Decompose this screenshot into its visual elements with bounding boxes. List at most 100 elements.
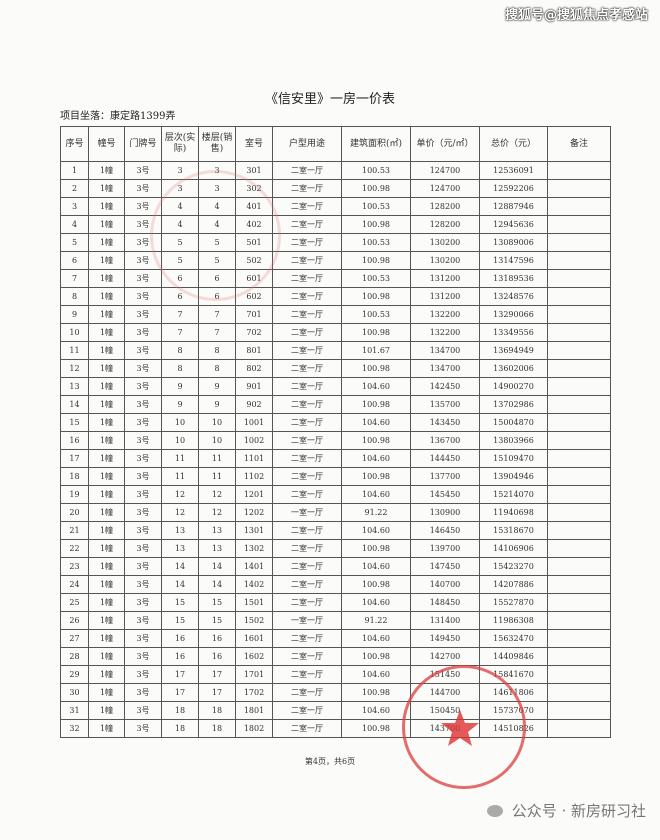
- table-cell: 17: [161, 665, 199, 684]
- table-cell: 1002: [235, 431, 273, 450]
- table-cell: 1202: [235, 503, 273, 522]
- table-row: 19 1幢 3号 12 12 1201 二室一厅 104.60 145450 15214070: [60, 485, 611, 504]
- table-cell: 32: [60, 719, 89, 738]
- table-cell: 二室一厅: [272, 593, 342, 612]
- table-cell: 18: [161, 719, 199, 738]
- table-cell: 12536091: [479, 161, 548, 180]
- table-cell: 12945636: [479, 215, 548, 234]
- table-cell: 12: [198, 503, 236, 522]
- table-cell: 131400: [410, 611, 480, 630]
- table-cell: 1: [60, 161, 89, 180]
- table-cell: 100.53: [341, 197, 411, 216]
- table-cell: 1001: [235, 413, 273, 432]
- table-cell: 3号: [124, 683, 162, 702]
- table-cell: 14611806: [479, 683, 548, 702]
- table-cell: 104.60: [341, 629, 411, 648]
- table-cell: 13089006: [479, 233, 548, 252]
- table-cell: 1幢: [88, 557, 125, 576]
- table-cell: 二室一厅: [272, 485, 342, 504]
- table-cell: 100.98: [341, 251, 411, 270]
- table-cell: 3号: [124, 359, 162, 378]
- table-cell: 1幢: [88, 719, 125, 738]
- table-cell: 100.98: [341, 395, 411, 414]
- table-cell: [547, 557, 611, 576]
- table-cell: 91.22: [341, 503, 411, 522]
- table-cell: 14409846: [479, 647, 548, 666]
- table-cell: [547, 269, 611, 288]
- table-cell: [547, 593, 611, 612]
- table-cell: 131200: [410, 269, 480, 288]
- table-cell: 104.60: [341, 521, 411, 540]
- table-cell: 19: [60, 485, 89, 504]
- table-cell: 二室一厅: [272, 251, 342, 270]
- table-cell: 3号: [124, 269, 162, 288]
- table-cell: 9: [198, 377, 236, 396]
- table-cell: 二室一厅: [272, 701, 342, 720]
- table-cell: 901: [235, 377, 273, 396]
- table-cell: 3号: [124, 413, 162, 432]
- table-cell: 147450: [410, 557, 480, 576]
- table-cell: 104.60: [341, 413, 411, 432]
- table-cell: 二室一厅: [272, 179, 342, 198]
- table-cell: 二室一厅: [272, 377, 342, 396]
- table-cell: 8: [161, 359, 199, 378]
- table-cell: 二室一厅: [272, 557, 342, 576]
- table-row: 5 1幢 3号 5 5 501 二室一厅 100.53 130200 13089006: [60, 233, 611, 252]
- column-header: 序号: [60, 126, 89, 162]
- table-cell: 104.60: [341, 449, 411, 468]
- column-header: 门牌号: [124, 126, 162, 162]
- table-cell: 25: [60, 593, 89, 612]
- table-cell: [547, 521, 611, 540]
- table-cell: 20: [60, 503, 89, 522]
- table-cell: [547, 431, 611, 450]
- table-cell: 3号: [124, 593, 162, 612]
- table-cell: 128200: [410, 197, 480, 216]
- table-cell: 501: [235, 233, 273, 252]
- table-cell: 1幢: [88, 341, 125, 360]
- table-cell: 140700: [410, 575, 480, 594]
- table-cell: 502: [235, 251, 273, 270]
- table-cell: 15: [161, 593, 199, 612]
- table-cell: 151450: [410, 665, 480, 684]
- table-cell: 12: [198, 485, 236, 504]
- table-cell: 15: [161, 611, 199, 630]
- table-row: 18 1幢 3号 11 11 1102 二室一厅 100.98 137700 13904946: [60, 467, 611, 486]
- table-cell: 1幢: [88, 161, 125, 180]
- table-cell: 100.98: [341, 431, 411, 450]
- table-cell: 二室一厅: [272, 233, 342, 252]
- table-cell: 1幢: [88, 683, 125, 702]
- table-cell: 3号: [124, 647, 162, 666]
- table-row: 32 1幢 3号 18 18 1802 二室一厅 100.98 143700 14510826: [60, 719, 611, 738]
- table-row: 1 1幢 3号 3 3 301 二室一厅 100.53 124700 12536091: [60, 161, 611, 180]
- table-cell: [547, 611, 611, 630]
- table-cell: 4: [161, 197, 199, 216]
- column-header: 层次(实际): [161, 126, 199, 162]
- table-cell: [547, 701, 611, 720]
- table-cell: 14: [198, 575, 236, 594]
- column-header: 室号: [235, 126, 273, 162]
- table-cell: 144700: [410, 683, 480, 702]
- table-cell: 1幢: [88, 215, 125, 234]
- table-row: 29 1幢 3号 17 17 1701 二室一厅 104.60 151450 15841670: [60, 665, 611, 684]
- table-cell: [547, 215, 611, 234]
- table-cell: 18: [60, 467, 89, 486]
- table-cell: 16: [198, 647, 236, 666]
- table-cell: 130200: [410, 251, 480, 270]
- table-cell: 4: [60, 215, 89, 234]
- table-cell: 1幢: [88, 593, 125, 612]
- price-table: 序号 幢号 门牌号 层次(实际) 楼层(销售) 室号 户型用途 建筑面积(㎡) 单价（元/㎡）总…: [60, 126, 611, 738]
- table-cell: 801: [235, 341, 273, 360]
- table-cell: 3号: [124, 395, 162, 414]
- table-cell: 142450: [410, 377, 480, 396]
- table-row: 13 1幢 3号 9 9 901 二室一厅 104.60 142450 14900270: [60, 377, 611, 396]
- table-row: 3 1幢 3号 4 4 401 二室一厅 100.53 128200 12887946: [60, 197, 611, 216]
- table-cell: 6: [161, 269, 199, 288]
- table-cell: 128200: [410, 215, 480, 234]
- table-cell: 1幢: [88, 413, 125, 432]
- table-cell: 1幢: [88, 323, 125, 342]
- column-header: 建筑面积(㎡): [341, 126, 411, 162]
- table-cell: 1幢: [88, 449, 125, 468]
- table-cell: 4: [198, 197, 236, 216]
- table-cell: 15318670: [479, 521, 548, 540]
- table-cell: 1幢: [88, 431, 125, 450]
